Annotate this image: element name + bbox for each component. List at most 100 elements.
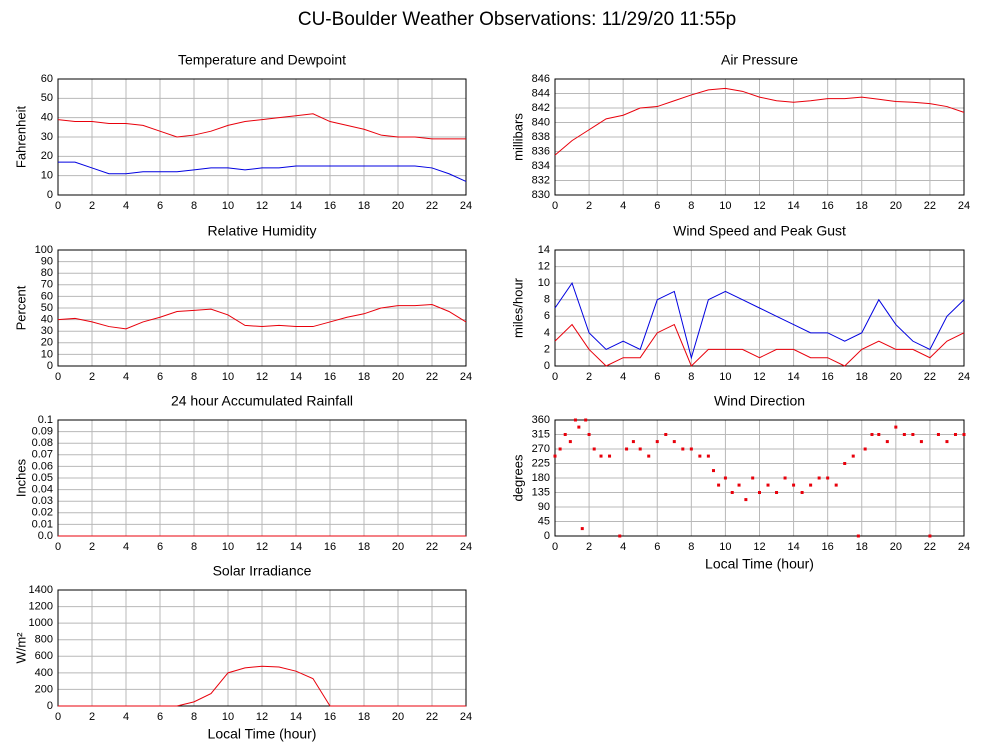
data-point — [751, 476, 755, 480]
x-tick-label: 14 — [290, 711, 302, 723]
data-point — [577, 425, 581, 429]
data-line — [58, 161, 467, 182]
y-tick-label: 830 — [532, 189, 550, 201]
data-point — [563, 433, 567, 436]
chart-title: 24 hour Accumulated Rainfall — [171, 393, 353, 409]
x-tick-label: 8 — [191, 541, 197, 553]
y-tick-label: 10 — [41, 170, 53, 182]
x-tick-label: 22 — [426, 371, 438, 383]
x-tick-label: 4 — [123, 711, 129, 723]
data-point — [775, 491, 779, 494]
x-tick-label: 0 — [55, 371, 61, 383]
x-tick-label: 10 — [222, 711, 234, 723]
data-point — [592, 447, 596, 451]
x-tick-label: 14 — [787, 371, 799, 383]
y-axis-label: Fahrenheit — [13, 106, 28, 169]
x-tick-label: 10 — [222, 371, 234, 383]
y-tick-label: 0 — [47, 700, 53, 712]
x-tick-label: 16 — [324, 711, 336, 723]
x-tick-label: 6 — [157, 711, 163, 723]
y-axis-label: degrees — [510, 454, 525, 501]
data-point — [863, 447, 867, 451]
y-tick-label: 0.07 — [32, 449, 53, 461]
data-point — [911, 433, 915, 436]
data-point — [664, 433, 668, 436]
data-line — [554, 282, 965, 360]
x-tick-label: 4 — [620, 371, 626, 383]
data-point — [936, 433, 940, 436]
data-point — [919, 440, 923, 444]
y-tick-label: 0.0 — [38, 530, 53, 542]
x-tick-label: 12 — [256, 371, 268, 383]
x-tick-label: 24 — [958, 371, 970, 383]
x-tick-label: 22 — [426, 711, 438, 723]
y-tick-label: 4 — [544, 327, 550, 339]
x-tick-label: 10 — [719, 541, 731, 553]
data-point — [843, 462, 847, 465]
y-tick-label: 30 — [41, 325, 53, 337]
x-tick-label: 2 — [89, 541, 95, 553]
y-axis-label: miles/hour — [510, 277, 525, 338]
x-tick-label: 8 — [688, 541, 694, 553]
y-tick-label: 1200 — [29, 600, 53, 612]
chart-title: Air Pressure — [721, 52, 798, 68]
data-point — [856, 534, 860, 538]
x-tick-label: 24 — [460, 711, 472, 723]
x-tick-label: 14 — [290, 541, 302, 553]
x-tick-label: 10 — [222, 200, 234, 212]
y-tick-label: 10 — [41, 348, 53, 360]
data-point — [758, 491, 761, 494]
x-tick-label: 18 — [856, 541, 868, 553]
data-line — [554, 87, 965, 156]
x-tick-label: 18 — [358, 200, 370, 212]
x-tick-label: 2 — [586, 541, 592, 553]
y-tick-label: 0.1 — [38, 414, 53, 426]
y-tick-label: 836 — [532, 145, 550, 157]
chart-title: Relative Humidity — [208, 223, 317, 239]
x-tick-label: 12 — [256, 711, 268, 723]
data-point — [783, 476, 787, 480]
data-point — [885, 440, 889, 444]
chart-title: Solar Irradiance — [213, 563, 312, 579]
y-tick-label: 840 — [532, 116, 550, 128]
y-tick-label: 10 — [538, 277, 550, 289]
x-tick-label: 6 — [654, 200, 660, 212]
data-point — [584, 418, 588, 422]
data-point — [809, 483, 813, 487]
y-tick-label: 0 — [544, 530, 550, 542]
x-tick-label: 18 — [856, 200, 868, 212]
y-tick-label: 50 — [41, 302, 53, 314]
data-point — [737, 483, 741, 487]
data-point — [800, 491, 804, 494]
y-tick-label: 0.04 — [32, 484, 53, 496]
y-tick-label: 834 — [532, 160, 550, 172]
data-point — [573, 418, 577, 422]
plot-frame — [57, 78, 467, 196]
y-tick-label: 14 — [538, 244, 550, 256]
data-point — [870, 433, 874, 436]
x-tick-label: 24 — [460, 200, 472, 212]
y-tick-label: 0.03 — [32, 495, 53, 507]
x-tick-label: 8 — [191, 371, 197, 383]
x-tick-label: 18 — [358, 541, 370, 553]
x-tick-label: 14 — [290, 371, 302, 383]
y-tick-label: 846 — [532, 73, 550, 85]
y-tick-label: 2 — [544, 343, 550, 355]
x-tick-label: 2 — [89, 200, 95, 212]
y-tick-label: 6 — [544, 310, 550, 322]
y-tick-label: 0.08 — [32, 437, 53, 449]
x-tick-label: 10 — [719, 371, 731, 383]
x-tick-label: 16 — [822, 371, 834, 383]
data-point — [631, 440, 635, 444]
x-tick-label: 12 — [753, 200, 765, 212]
data-point — [945, 440, 949, 444]
y-tick-label: 832 — [532, 174, 550, 186]
x-tick-label: 24 — [460, 371, 472, 383]
x-tick-label: 16 — [822, 200, 834, 212]
y-tick-label: 0.05 — [32, 472, 53, 484]
x-tick-label: 22 — [924, 541, 936, 553]
x-tick-label: 16 — [822, 541, 834, 553]
data-point — [689, 447, 693, 451]
